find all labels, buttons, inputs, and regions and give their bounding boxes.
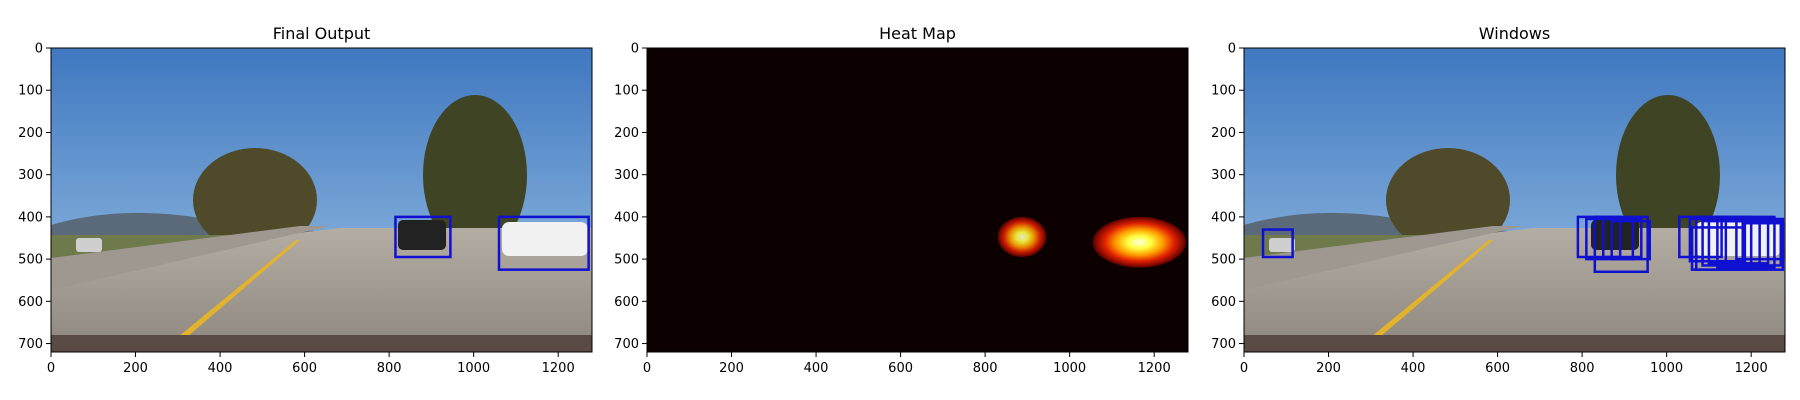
x-tick-label: 800 (1570, 361, 1595, 376)
road-scene-image (1244, 48, 1785, 352)
bounding-box (394, 215, 452, 259)
x-tick-label: 1200 (1735, 361, 1768, 376)
y-tick-label: 500 (614, 253, 639, 268)
panel-title: Windows (1479, 24, 1550, 43)
y-tick-label: 600 (18, 295, 43, 310)
y-tick-label: 700 (614, 337, 639, 352)
y-tick-label: 100 (614, 84, 639, 99)
y-tick-label: 400 (614, 210, 639, 225)
y-tick-label: 700 (18, 337, 43, 352)
x-tick-label: 1000 (1053, 361, 1086, 376)
panel-heat-map: Heat Map 0 200 400 600 800 1000 1200 0 100 200 300… (614, 24, 1189, 377)
x-tick-label: 400 (208, 361, 233, 376)
y-tick-label: 0 (631, 42, 639, 57)
panel-windows: Windows 0 200 400 600 800 1000 1200 0 100 200 300 4… (1211, 24, 1786, 377)
bounding-box (1724, 219, 1783, 267)
x-tick-label: 800 (973, 361, 998, 376)
x-tick-label: 200 (719, 361, 744, 376)
axes-frame (646, 47, 1189, 353)
x-tick-label: 1200 (1138, 361, 1171, 376)
panel-title: Heat Map (879, 24, 956, 43)
y-tick-label: 0 (35, 42, 43, 57)
bounding-box (1743, 221, 1785, 271)
y-tick-label: 0 (1228, 42, 1236, 57)
x-tick-label: 1000 (457, 361, 490, 376)
y-tick-label: 500 (18, 253, 43, 268)
heat-background (647, 48, 1188, 352)
bounding-box (1690, 226, 1744, 271)
y-tick-label: 300 (1211, 168, 1236, 183)
bounding-box (1610, 219, 1651, 261)
y-tick-label: 200 (614, 126, 639, 141)
x-tick-label: 200 (1316, 361, 1341, 376)
heat-blobs (997, 216, 1186, 268)
heat-map-image (647, 48, 1188, 352)
y-tick-label: 400 (18, 210, 43, 225)
y-tick-label: 200 (18, 126, 43, 141)
window-boxes (1261, 215, 1785, 274)
x-tick-label: 600 (1485, 361, 1510, 376)
axes-frame (1243, 47, 1786, 353)
y-tick-label: 100 (1211, 84, 1236, 99)
axis-ticks: 0 200 400 600 800 1000 1200 0 100 200 300 400 500 600… (18, 42, 575, 377)
panel-title: Final Output (273, 24, 371, 43)
x-tick-label: 0 (47, 361, 55, 376)
y-tick-label: 500 (1211, 253, 1236, 268)
bounding-box (497, 215, 590, 271)
y-tick-label: 300 (18, 168, 43, 183)
bounding-box (1602, 217, 1643, 259)
x-tick-label: 1000 (1650, 361, 1683, 376)
y-tick-label: 100 (18, 84, 43, 99)
axis-ticks: 0 200 400 600 800 1000 1200 0 100 200 300 400 500 600… (1211, 42, 1768, 377)
x-tick-label: 400 (804, 361, 829, 376)
bounding-box (1593, 215, 1649, 274)
y-tick-label: 300 (614, 168, 639, 183)
axes-frame (50, 47, 593, 353)
heat-blob (997, 216, 1047, 257)
x-tick-label: 600 (888, 361, 913, 376)
panel-final-output: Final Output 0 200 400 600 800 1000 1200 0 100 20… (18, 24, 593, 377)
x-tick-label: 800 (377, 361, 402, 376)
x-tick-label: 600 (292, 361, 317, 376)
x-tick-label: 0 (1240, 361, 1248, 376)
road-scene-image (51, 48, 592, 352)
axis-ticks: 0 200 400 600 800 1000 1200 0 100 200 300 400 500 600… (614, 42, 1171, 377)
y-tick-label: 400 (1211, 210, 1236, 225)
x-tick-label: 400 (1401, 361, 1426, 376)
x-tick-label: 1200 (542, 361, 575, 376)
y-tick-label: 700 (1211, 337, 1236, 352)
heat-blob (1092, 216, 1186, 268)
y-tick-label: 600 (1211, 295, 1236, 310)
x-tick-label: 200 (123, 361, 148, 376)
bounding-box (1261, 228, 1294, 259)
x-tick-label: 0 (643, 361, 651, 376)
y-tick-label: 200 (1211, 126, 1236, 141)
detection-boxes (394, 215, 590, 271)
y-tick-label: 600 (614, 295, 639, 310)
